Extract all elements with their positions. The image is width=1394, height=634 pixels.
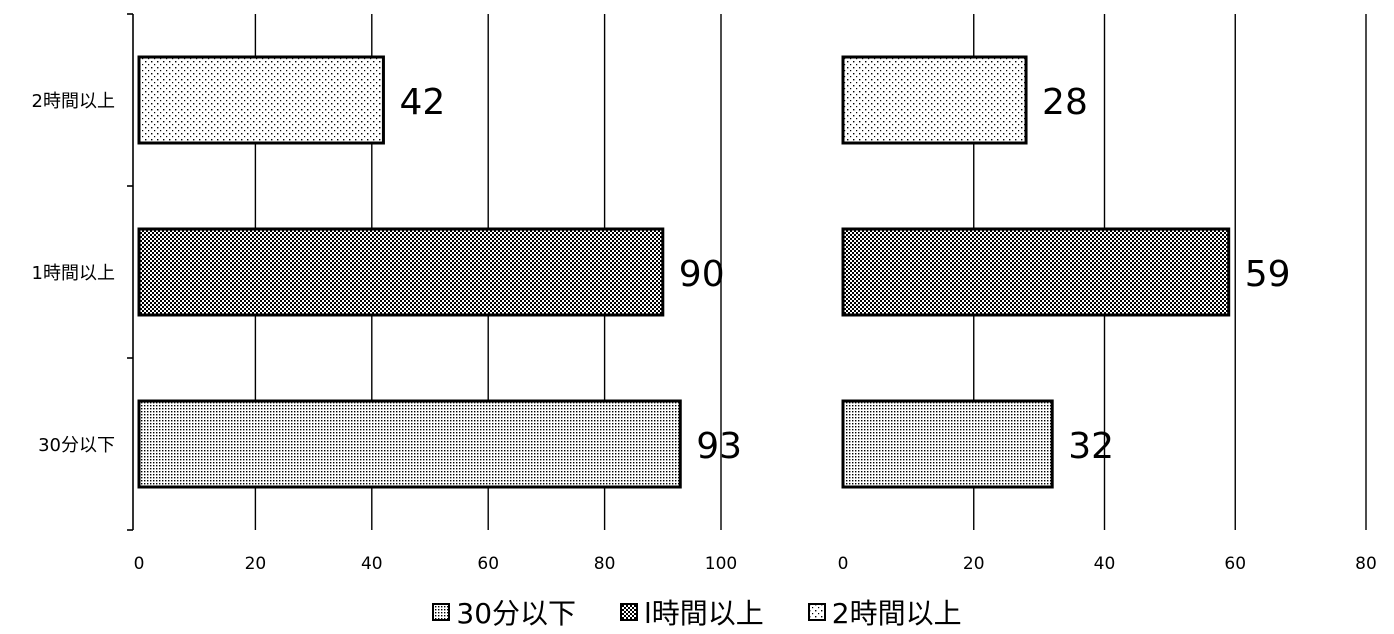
bar-p1-2h <box>137 55 385 145</box>
category-label-1h: 1時間以上 <box>32 263 115 284</box>
data-label-p1-2h: 42 <box>399 82 445 123</box>
legend: 30分以下 l時間以上 2時間以上 <box>0 590 1394 634</box>
legend-item-2hours: 2時間以上 <box>807 592 962 632</box>
x-tick-label-p1-40: 40 <box>361 554 383 574</box>
x-tick-label-p2-40: 40 <box>1094 554 1116 574</box>
legend-item-1hour: l時間以上 <box>620 592 764 632</box>
bar-p2-30m <box>841 399 1054 489</box>
x-tick-label-p2-20: 20 <box>963 554 985 574</box>
bar-p2-1h <box>841 227 1231 317</box>
data-label-p2-30m: 32 <box>1068 426 1114 467</box>
category-label-2h: 2時間以上 <box>32 91 115 112</box>
bar-p1-1h <box>137 227 665 317</box>
data-label-p1-30m: 93 <box>696 426 742 467</box>
x-tick-label-p1-20: 20 <box>245 554 267 574</box>
x-tick-label-p2-80: 80 <box>1355 554 1377 574</box>
legend-swatch-2hours <box>807 603 826 621</box>
bar-p1-30m <box>137 399 682 489</box>
x-tick-label-p1-100: 100 <box>705 554 737 574</box>
legend-label-30min: 30分以下 <box>456 597 577 630</box>
data-label-p2-2h: 28 <box>1042 82 1088 123</box>
legend-swatch-1hour <box>620 603 639 621</box>
legend-item-30min: 30分以下 <box>432 592 576 632</box>
bar-p2-2h <box>841 55 1028 145</box>
bar-chart-figure: 0 20 40 60 80 100 2時間以上 1時間以上 30分以下 42 90 93 0 20 40 60… <box>32 13 1377 574</box>
x-tick-label-p1-60: 60 <box>477 554 499 574</box>
x-tick-label-p2-0: 0 <box>838 554 849 574</box>
x-tick-label-p2-60: 60 <box>1224 554 1246 574</box>
category-label-30m: 30分以下 <box>38 435 115 456</box>
legend-label-1hour: l時間以上 <box>644 597 764 630</box>
x-tick-label-p1-80: 80 <box>594 554 616 574</box>
x-tick-label-p1-0: 0 <box>134 554 145 574</box>
data-label-p2-1h: 59 <box>1245 254 1291 295</box>
data-label-p1-1h: 90 <box>679 254 725 295</box>
legend-swatch-30min <box>432 603 451 621</box>
legend-label-2hours: 2時間以上 <box>831 597 962 630</box>
